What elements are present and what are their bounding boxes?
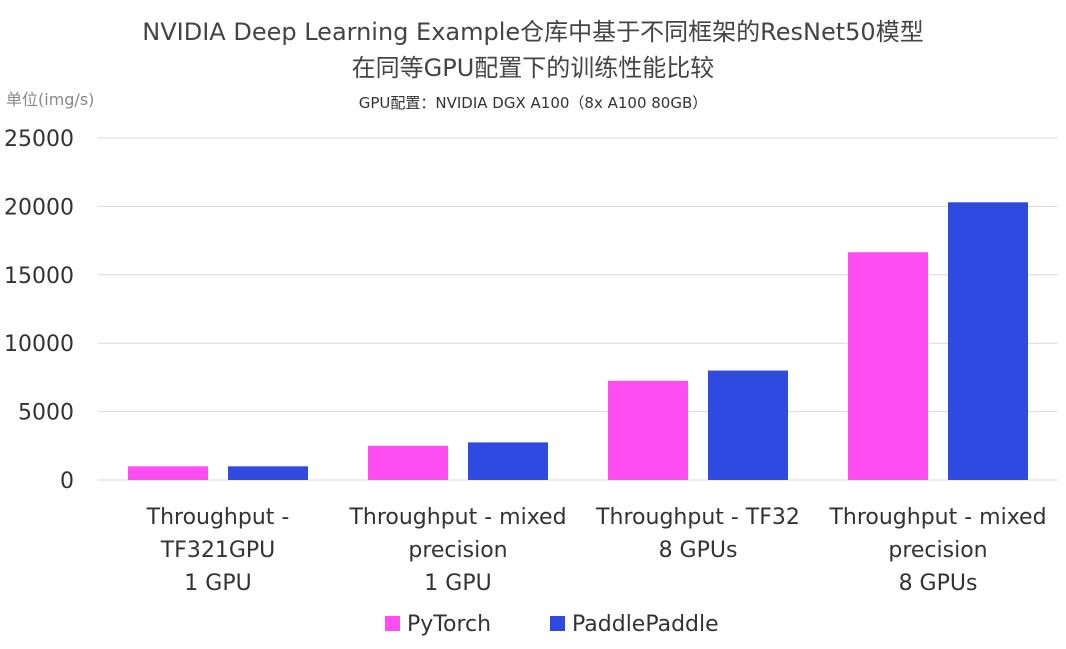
y-tick-label: 10000 xyxy=(4,332,74,357)
category-label: Throughput - mixed xyxy=(348,505,566,530)
bar-paddlepaddle-1 xyxy=(228,466,308,480)
category-label: 8 GPUs xyxy=(899,571,978,596)
bar-pytorch-4 xyxy=(848,252,928,480)
y-tick-label: 25000 xyxy=(4,127,74,152)
chart-title-line1: NVIDIA Deep Learning Example仓库中基于不同框架的Re… xyxy=(142,18,924,46)
category-label: precision xyxy=(408,538,507,563)
chart-subtitle: GPU配置：NVIDIA DGX A100（8x A100 80GB） xyxy=(358,94,708,112)
legend-label-pytorch: PyTorch xyxy=(407,612,491,637)
bar-paddlepaddle-4 xyxy=(948,202,1028,480)
y-tick-label: 5000 xyxy=(18,401,74,426)
legend-swatch-pytorch xyxy=(385,616,400,631)
category-label: precision xyxy=(888,538,987,563)
category-label: 8 GPUs xyxy=(659,538,738,563)
legend-label-paddlepaddle: PaddlePaddle xyxy=(572,612,719,637)
bar-pytorch-3 xyxy=(608,380,688,480)
bar-paddlepaddle-2 xyxy=(468,442,548,480)
bar-pytorch-1 xyxy=(128,466,208,480)
chart-title-line2: 在同等GPU配置下的训练性能比较 xyxy=(351,54,715,82)
bar-pytorch-2 xyxy=(368,445,448,480)
y-tick-label: 20000 xyxy=(4,195,74,220)
category-label: 1 GPU xyxy=(424,571,491,596)
category-label: Throughput - xyxy=(146,505,290,530)
legend-swatch-paddlepaddle xyxy=(550,616,565,631)
y-axis-unit-label: 单位(img/s) xyxy=(6,90,95,109)
category-label: 1 GPU xyxy=(184,571,251,596)
category-label: Throughput - TF32 xyxy=(595,505,800,530)
y-tick-label: 0 xyxy=(60,469,74,494)
category-label: TF321GPU xyxy=(160,538,276,563)
category-label: Throughput - mixed xyxy=(828,505,1046,530)
bar-paddlepaddle-3 xyxy=(708,370,788,480)
y-tick-label: 15000 xyxy=(4,264,74,289)
